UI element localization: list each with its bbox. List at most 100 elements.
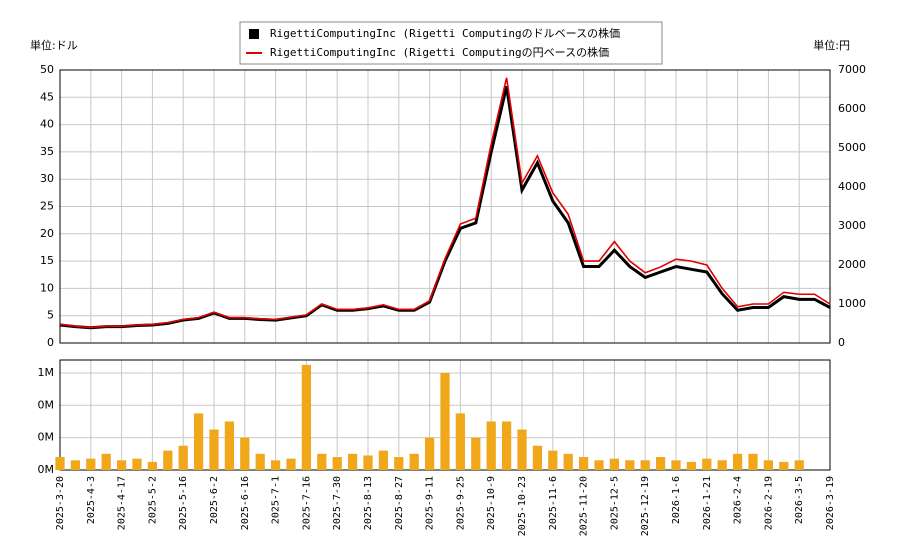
volume-bar [55,457,65,470]
x-tick-label: 2025-7-1 [271,476,282,524]
x-tick-label: 2025-5-2 [147,476,158,524]
y-tick-label: 15 [40,254,54,267]
volume-bar [270,460,281,470]
y-tick-label: 25 [40,200,54,213]
volume-bar [332,457,342,470]
y-axis-label: 単位:ドル [30,38,78,52]
x-tick-label: 2025-11-20 [579,476,590,536]
volume-bar [394,457,404,470]
x-tick-label: 2025-7-16 [301,476,312,530]
y-tick-label: 5 [47,309,54,322]
volume-bar [532,445,543,470]
x-tick-label: 2025-8-13 [363,476,374,530]
volume-bar [640,460,650,470]
volume-bar [655,457,666,470]
volume-bar [486,421,496,470]
volume-bar [471,437,481,470]
volume-bar [147,461,158,470]
y2-tick-label: 6000 [838,102,866,115]
y2-tick-label: 2000 [838,258,866,271]
volume-bar [702,458,712,470]
x-tick-label: 2026-2-4 [733,476,744,524]
x-tick-label: 2025-10-9 [486,476,497,530]
x-tick-label: 2025-4-3 [86,476,97,524]
x-tick-label: 2025-7-30 [332,476,343,530]
x-tick-label: 2025-5-16 [178,476,189,530]
x-tick-label: 2026-3-19 [825,476,836,530]
volume-bar [517,429,527,470]
y-tick-label: 45 [40,90,54,103]
legend-box [239,21,663,65]
x-tick-label: 2025-4-17 [117,476,128,530]
volume-bar [455,413,466,470]
volume-bar [255,453,265,470]
x-tick-label: 2025-9-11 [425,476,436,530]
y-tick-label: 0M [38,398,55,411]
volume-bar [286,458,296,470]
volume-bar [671,460,681,470]
price-line [59,77,831,329]
volume-bar [163,450,173,470]
y-tick-label: 0M [38,463,55,476]
volume-bar [440,372,450,470]
legend-marker [249,29,259,39]
y2-tick-label: 5000 [838,141,866,154]
plot-frame [59,69,831,344]
y-tick-label: 50 [40,63,54,76]
y2-tick-label: 7000 [838,63,866,76]
volume-bar [748,453,758,470]
volume-bar [563,453,573,470]
volume-bar [240,437,250,470]
x-tick-label: 2025-11-6 [548,476,559,530]
volume-bar [501,421,512,470]
y-tick-label: 30 [40,172,54,185]
volume-bar [86,458,96,470]
y2-tick-label: 1000 [838,297,866,310]
legend-label: RigettiComputingInc (Rigetti Computingのド… [270,26,620,40]
volume-bar [378,450,389,470]
y-tick-label: 35 [40,145,54,158]
x-tick-label: 2025-6-2 [209,476,220,524]
x-tick-label: 2025-9-25 [455,476,466,530]
volume-bar [347,453,358,470]
x-tick-label: 2025-12-19 [640,476,651,536]
x-tick-label: 2025-8-27 [394,476,405,530]
x-tick-label: 2026-1-6 [671,476,682,524]
x-tick-label: 2026-3-5 [794,476,805,524]
legend-label: RigettiComputingInc (Rigetti Computingの円… [270,45,609,59]
volume-bar [424,437,435,470]
volume-bar [178,445,188,470]
volume-bar [609,458,620,470]
volume-bar [594,460,604,470]
y-tick-label: 10 [40,281,54,294]
y2-tick-label: 3000 [838,219,866,232]
volume-bar [779,461,789,470]
volume-bar [193,413,204,470]
y-tick-label: 20 [40,227,54,240]
volume-bar [209,429,219,470]
volume-bar [116,460,127,470]
volume-bar [548,450,558,470]
volume-bar [363,455,373,470]
volume-bar [101,453,111,470]
volume-bar [132,458,142,470]
x-tick-label: 2025-6-16 [240,476,251,530]
volume-bar [317,453,327,470]
x-tick-label: 2025-12-5 [609,476,620,530]
volume-bar [794,460,804,470]
volume-bar [763,460,774,470]
volume-bar [625,460,635,470]
price-line [59,86,831,330]
x-tick-label: 2025-10-23 [517,476,528,536]
volume-bar [409,453,419,470]
volume-bar [717,460,727,470]
y-tick-label: 0M [38,431,55,444]
y-tick-label: 0 [47,336,54,349]
x-tick-label: 2025-3-20 [55,476,66,530]
y2-tick-label: 4000 [838,180,866,193]
volume-bar [578,457,589,470]
x-tick-label: 2026-1-21 [702,476,713,530]
y-tick-label: 40 [40,118,54,131]
volume-bar [70,460,81,470]
